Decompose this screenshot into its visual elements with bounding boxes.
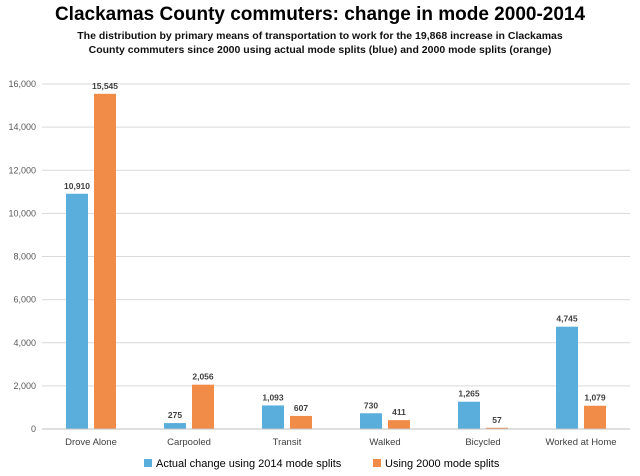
data-label: 607 <box>294 403 308 413</box>
data-label: 1,079 <box>584 393 606 403</box>
bar <box>290 415 312 429</box>
y-tick-label: 12,000 <box>8 165 36 175</box>
chart-subtitle: The distribution by primary means of tra… <box>77 30 563 56</box>
data-label: 730 <box>364 400 378 410</box>
legend: Actual change using 2014 mode splits Usi… <box>144 458 500 470</box>
y-axis: 0 2,000 4,000 6,000 8,000 10,000 12,000 14,000 1… <box>8 79 36 434</box>
category-label: Transit <box>273 437 302 448</box>
data-label: 57 <box>492 415 502 425</box>
bar <box>584 405 606 429</box>
data-label: 1,265 <box>458 389 480 399</box>
category-label: Carpooled <box>167 437 211 448</box>
y-tick-label: 2,000 <box>13 381 36 391</box>
legend-label-2000: Using 2000 mode splits <box>385 458 500 470</box>
category-label: Bicycled <box>465 437 500 448</box>
y-tick-label: 16,000 <box>8 79 36 89</box>
legend-label-actual: Actual change using 2014 mode splits <box>156 458 342 470</box>
bar <box>66 193 88 429</box>
bars: 10,910 15,545 275 2,056 1,093 607 730 411 1,265 5… <box>64 81 606 429</box>
y-tick-label: 8,000 <box>13 252 36 262</box>
y-tick-label: 14,000 <box>8 122 36 132</box>
legend-swatch-2000 <box>373 459 381 467</box>
bar <box>388 420 410 429</box>
data-label: 275 <box>168 410 182 420</box>
category-label: Drove Alone <box>65 437 117 448</box>
y-tick-label: 6,000 <box>13 295 36 305</box>
chart-title: Clackamas County commuters: change in mo… <box>54 4 586 25</box>
x-axis: Drove Alone Carpooled Transit Walked Bicycle… <box>42 428 630 448</box>
y-tick-label: 0 <box>31 424 36 434</box>
y-tick-label: 4,000 <box>13 338 36 348</box>
bar <box>192 384 214 429</box>
data-label: 4,745 <box>556 314 578 324</box>
bar <box>262 405 284 429</box>
bar <box>556 326 578 429</box>
data-label: 10,910 <box>64 181 90 191</box>
data-label: 2,056 <box>192 372 214 382</box>
bar <box>360 413 382 429</box>
legend-swatch-actual <box>144 459 152 467</box>
data-label: 411 <box>392 407 406 417</box>
gridlines <box>42 83 630 387</box>
bar <box>94 93 116 429</box>
bar <box>486 427 508 429</box>
data-label: 15,545 <box>92 81 118 91</box>
bar <box>164 423 186 429</box>
data-label: 1,093 <box>262 392 284 402</box>
category-label: Walked <box>369 437 400 448</box>
bar <box>458 401 480 429</box>
y-tick-label: 10,000 <box>8 208 36 218</box>
category-label: Worked at Home <box>545 437 616 448</box>
